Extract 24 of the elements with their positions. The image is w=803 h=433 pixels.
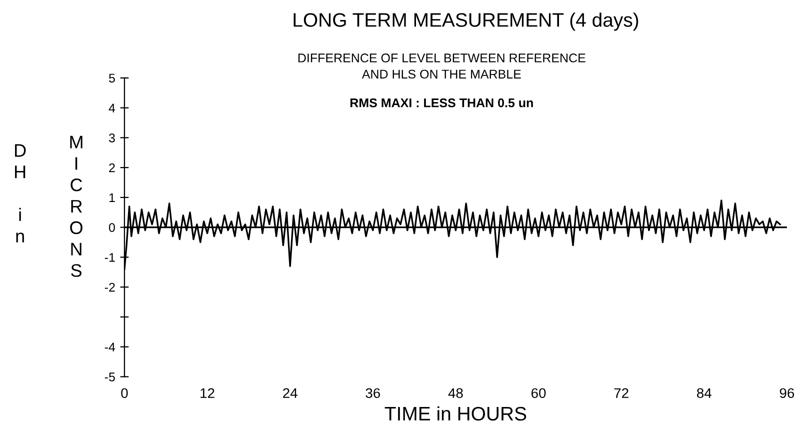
y-tick-label: 2 [109,163,115,172]
y-tick-label: -2 [104,282,115,292]
y-tick-label: 5 [108,74,115,83]
y-tick-label: 1 [109,193,115,202]
y-tick-label: -5 [104,372,115,382]
x-tick-label: 36 [366,388,380,398]
chart-subtitle: DIFFERENCE OF LEVEL BETWEEN REFERENCE AND HLS ON THE MARBLE [298,54,586,79]
text: DH in MICRONS [15,136,82,277]
y-tick-label: 4 [108,104,116,112]
y-tick-label: 0 [108,223,115,232]
x-tick-label: 96 [780,388,794,398]
x-tick-label: 60 [531,388,546,398]
chart-title: LONG TERM MEASUREMENT (4 days) [294,12,638,31]
x-tick-label: 48 [448,388,463,398]
annotation: RMS MAXI : LESS THAN 0.5 un [350,98,533,108]
x-tick-label: 12 [200,388,214,398]
x-tick-label: 24 [283,388,298,398]
x-tick-label: 84 [697,388,712,398]
x-tick-label: 72 [614,388,628,398]
x-axis-title: TIME in HOURS [384,406,526,421]
x-tick-label: 0 [121,388,128,398]
y-tick-label: -1 [104,253,115,262]
y-tick-label: 3 [108,133,115,142]
y-tick-label: -4 [104,342,116,352]
